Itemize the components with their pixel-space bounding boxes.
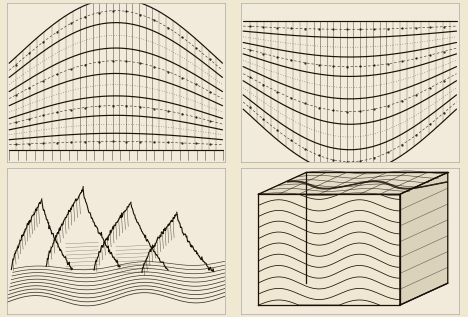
Title: Sinclinal: Sinclinal bbox=[328, 0, 372, 3]
Polygon shape bbox=[258, 194, 400, 305]
Text: Parte convexa da dobra: Parte convexa da dobra bbox=[62, 179, 170, 188]
Polygon shape bbox=[258, 172, 448, 194]
Title: Anticlinal: Anticlinal bbox=[92, 0, 140, 3]
Text: Parte côncava da dobra: Parte côncava da dobra bbox=[296, 179, 403, 188]
Polygon shape bbox=[400, 172, 448, 305]
